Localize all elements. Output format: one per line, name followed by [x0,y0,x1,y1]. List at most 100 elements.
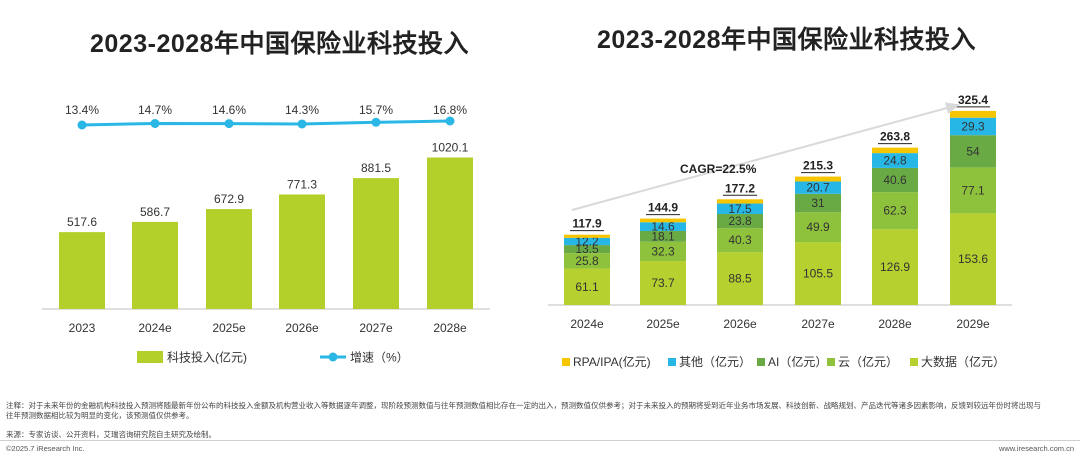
left-x-tick-2026e: 2026e [285,321,319,335]
right-segment-2024e-1 [564,253,610,269]
right-segment-2027e-4 [795,176,841,182]
right-legend-label-1: 其他（亿元） [679,354,751,369]
right-total-label-2026e: 177.2 [725,181,755,195]
left-growth-point-2024e [150,118,160,128]
left-bar-value-2025e: 672.9 [214,192,244,206]
right-segment-2025e-0 [640,261,686,305]
right-x-tick-2026e: 2026e [723,317,757,331]
right-total-label-2029e: 325.4 [958,93,988,107]
right-legend-swatch-0 [562,358,570,366]
right-x-tick-2027e: 2027e [801,317,835,331]
right-segment-label-2026e-3: 17.5 [728,202,752,216]
left-bar-2023 [59,232,105,309]
left-bar-value-2027e: 881.5 [361,161,391,175]
right-segment-2026e-4 [717,199,763,204]
right-legend-label-4: 大数据（亿元） [921,354,1005,369]
right-segment-label-2024e-1: 25.8 [575,254,599,268]
right-cagr-label: CAGR=22.5% [680,162,757,176]
left-bar-value-2028e: 1020.1 [432,141,469,155]
right-segment-label-2029e-1: 77.1 [961,183,985,197]
left-legend-label-line: 增速（%） [350,351,409,365]
left-growth-point-2028e [445,116,455,126]
left-growth-point-2026e [297,119,307,129]
right-total-label-2028e: 263.8 [880,130,910,144]
right-total-label-2027e: 215.3 [803,159,833,173]
right-segment-2024e-2 [564,245,610,254]
left-legend-swatch-dot [328,352,338,362]
right-legend-label-3: 云（亿元） [838,354,898,369]
right-segment-2026e-1 [717,228,763,253]
right-segment-2029e-4 [950,110,996,118]
right-chart-title: 2023-2028年中国保险业科技投入 [597,26,977,54]
footnote: 注释：对于未来年份的金融机构科技投入预测将随最新年份公布的科技投入金额及机构营业… [6,401,1041,420]
right-legend-swatch-4 [910,358,918,366]
right-segment-label-2025e-3: 14.6 [651,220,675,234]
right-segment-label-2027e-0: 105.5 [803,267,833,281]
left-growth-label-2026e: 14.3% [285,103,319,117]
left-growth-label-2027e: 15.7% [359,103,393,117]
left-growth-point-2023 [77,120,87,130]
left-x-tick-2023: 2023 [69,321,96,335]
right-cagr-arrow [571,102,960,211]
right-segment-label-2026e-1: 40.3 [728,233,752,247]
left-bar-2027e [353,178,399,309]
right-segment-2028e-2 [872,167,918,193]
right-legend-label-0: RPA/IPA(亿元) [573,354,651,369]
left-growth-label-2023: 13.4% [65,103,99,117]
right-segment-2028e-1 [872,192,918,230]
right-segment-label-2027e-3: 20.7 [806,181,830,195]
right-segment-label-2026e-0: 88.5 [728,272,752,286]
left-growth-label-2025e: 14.6% [212,103,246,117]
right-segment-2029e-0 [950,213,996,305]
left-x-tick-2028e: 2028e [433,321,467,335]
right-segment-label-2029e-2: 54 [966,144,980,158]
right-segment-label-2024e-2: 13.5 [575,242,599,256]
left-x-tick-2027e: 2027e [359,321,393,335]
right-segment-2024e-3 [564,237,610,246]
charts-canvas: 517.6 2023 586.7 2024e 672.9 2025e 771.3 2026e 8… [42,93,1012,369]
left-legend-label-bar: 科技投入(亿元) [167,350,247,365]
left-growth-point-2027e [371,117,381,127]
website-link[interactable]: www.iresearch.com.cn [998,444,1074,453]
right-segment-2029e-1 [950,167,996,214]
left-legend-swatch-bar [137,351,163,363]
right-segment-label-2024e-0: 61.1 [575,280,599,294]
left-chart-title: 2023-2028年中国保险业科技投入 [90,30,470,58]
right-segment-2029e-3 [950,117,996,136]
right-legend-label-2: AI（亿元） [768,354,827,369]
right-segment-2028e-0 [872,229,918,305]
right-segment-2027e-3 [795,181,841,194]
left-bar-2025e [206,209,252,309]
right-segment-2027e-1 [795,212,841,243]
right-total-label-2025e: 144.9 [648,201,678,215]
right-segment-2024e-0 [564,268,610,305]
right-x-tick-2024e: 2024e [570,317,604,331]
right-segment-label-2027e-1: 49.9 [806,220,830,234]
right-segment-2028e-4 [872,147,918,154]
left-bar-2026e [279,194,325,309]
right-segment-label-2026e-2: 23.8 [728,214,752,228]
right-segment-2027e-0 [795,242,841,305]
left-bar-value-2023: 517.6 [67,215,97,229]
right-segment-2025e-2 [640,230,686,242]
right-segment-label-2027e-2: 31 [811,196,825,210]
right-segment-label-2025e-1: 32.3 [651,244,675,258]
right-segment-label-2028e-2: 40.6 [883,173,907,187]
right-segment-label-2028e-1: 62.3 [883,204,907,218]
right-segment-2026e-3 [717,203,763,214]
right-x-tick-2025e: 2025e [646,317,680,331]
left-bar-2024e [132,221,178,309]
right-legend-swatch-3 [827,358,835,366]
left-bar-2028e [427,157,473,309]
right-segment-label-2029e-3: 29.3 [961,119,985,133]
left-bar-value-2026e: 771.3 [287,177,317,191]
right-segment-2025e-3 [640,222,686,231]
left-growth-label-2028e: 16.8% [433,103,467,117]
left-bar-value-2024e: 586.7 [140,205,170,219]
right-segment-label-2028e-3: 24.8 [883,154,907,168]
left-growth-point-2025e [224,119,234,129]
right-segment-2029e-2 [950,135,996,168]
right-segment-2027e-2 [795,193,841,213]
source-note: 来源：专家访谈、公开资料，艾瑞咨询研究院自主研究及绘制。 [6,430,216,439]
right-segment-2025e-1 [640,241,686,262]
